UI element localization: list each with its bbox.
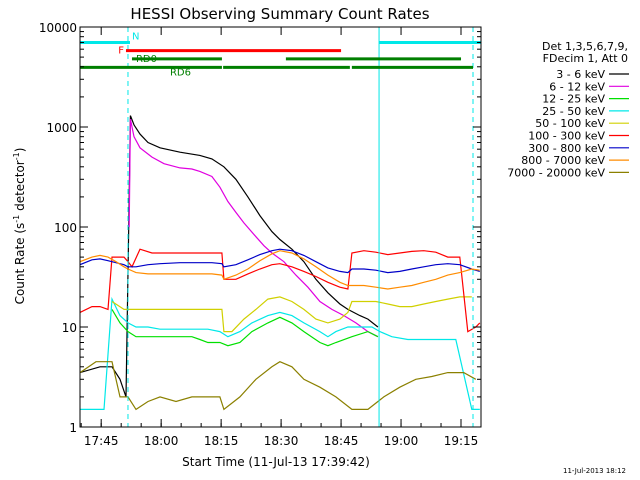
y-tick-label-1: 10 (62, 321, 77, 335)
y-axis-label: Count Rate (s-1 detector-1) (12, 148, 27, 305)
y-label-exp1: -1 (12, 215, 21, 223)
marker-layer (80, 27, 474, 427)
series-line-2 (111, 309, 379, 347)
status-label-F: F (118, 46, 124, 57)
series-line-1 (128, 118, 379, 338)
y-tick-label-4: 10000 (39, 21, 77, 35)
status-bar-layer (80, 40, 481, 69)
legend-header-2: FDecim 1, Att 0 (543, 52, 628, 65)
x-tick-label-1: 18:00 (144, 434, 179, 448)
legend-label-2: 12 - 25 keV (542, 93, 605, 106)
y-tick-label-0: 1 (69, 421, 77, 435)
series-line-0 (80, 115, 379, 398)
legend-label-4: 50 - 100 keV (535, 117, 605, 130)
chart-title: HESSI Observing Summary Count Rates (130, 5, 429, 23)
legend-header-1: Det 1,3,5,6,7,9, (542, 40, 628, 53)
y-axis: 1 10 100 1000 10000 (39, 21, 481, 435)
y-label-prefix: Count Rate (s (13, 223, 27, 305)
status-label-RD6: RD6 (170, 67, 191, 78)
x-axis-label: Start Time (11-Jul-13 17:39:42) (182, 455, 370, 469)
series-line-7 (80, 250, 480, 290)
series-line-8 (80, 361, 477, 411)
timestamp: 11-Jul-2013 18:12 (563, 467, 626, 475)
legend-label-5: 100 - 300 keV (528, 130, 605, 143)
y-tick-label-2: 100 (54, 221, 77, 235)
x-axis: 17:45 18:00 18:15 18:30 18:45 19:00 19:15 (80, 27, 482, 448)
y-label-suffix: ) (13, 148, 27, 153)
legend-label-3: 25 - 50 keV (542, 105, 605, 118)
status-label-N: N (132, 31, 139, 42)
x-tick-label-2: 18:15 (204, 434, 239, 448)
series-line-3 (80, 296, 480, 410)
series-line-6 (80, 248, 480, 274)
x-tick-label-0: 17:45 (84, 434, 119, 448)
legend-label-7: 800 - 7000 keV (521, 154, 605, 167)
legend-label-1: 6 - 12 keV (549, 80, 605, 93)
y-label-exp2: -1 (12, 152, 21, 160)
plot-frame (79, 26, 482, 428)
legend-label-0: 3 - 6 keV (556, 68, 605, 81)
x-tick-label-3: 18:30 (264, 434, 299, 448)
series-line-4 (111, 296, 472, 333)
x-tick-label-5: 19:00 (384, 434, 419, 448)
y-tick-label-3: 1000 (46, 121, 77, 135)
legend-label-8: 7000 - 20000 keV (507, 166, 605, 179)
legend-label-6: 300 - 800 keV (528, 142, 605, 155)
series-layer (80, 115, 481, 411)
x-tick-label-4: 18:45 (324, 434, 359, 448)
x-tick-label-6: 19:15 (444, 434, 479, 448)
series-line-5 (80, 248, 481, 333)
y-label-mid: detector (13, 160, 27, 215)
legend: Det 1,3,5,6,7,9, FDecim 1, Att 0 3 - 6 k… (507, 40, 629, 179)
status-label-RD0: RD0 (136, 54, 157, 65)
